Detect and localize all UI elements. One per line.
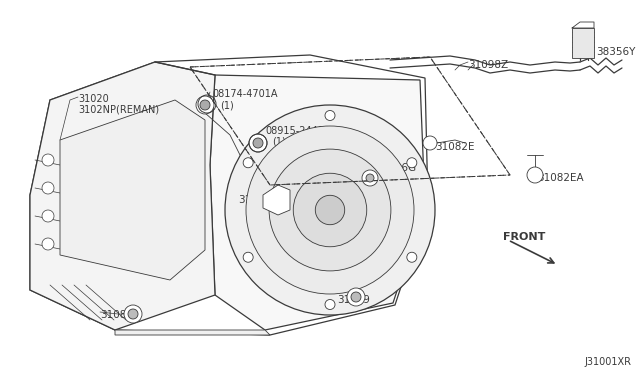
Circle shape — [42, 238, 54, 250]
Text: (1): (1) — [220, 100, 234, 110]
Text: 08915-2441A: 08915-2441A — [265, 126, 330, 136]
Text: J31001XR: J31001XR — [584, 357, 631, 367]
Text: 31009: 31009 — [337, 295, 370, 305]
Circle shape — [243, 158, 253, 168]
Circle shape — [243, 252, 253, 262]
Circle shape — [293, 173, 367, 247]
Circle shape — [42, 210, 54, 222]
Circle shape — [200, 100, 210, 110]
Text: (1): (1) — [272, 137, 285, 147]
Circle shape — [253, 138, 263, 148]
FancyBboxPatch shape — [572, 28, 594, 58]
Text: 31020: 31020 — [78, 94, 109, 104]
Circle shape — [325, 299, 335, 310]
Circle shape — [362, 170, 378, 186]
Polygon shape — [30, 55, 428, 335]
Circle shape — [196, 96, 214, 114]
Text: 31098Z: 31098Z — [468, 60, 508, 70]
Circle shape — [128, 309, 138, 319]
Circle shape — [366, 174, 374, 182]
Text: 31086G: 31086G — [375, 163, 416, 173]
Polygon shape — [115, 330, 270, 335]
Circle shape — [249, 134, 267, 152]
Circle shape — [269, 149, 391, 271]
Circle shape — [347, 288, 365, 306]
Polygon shape — [210, 75, 425, 330]
Text: FRONT: FRONT — [503, 232, 545, 242]
Circle shape — [42, 182, 54, 194]
Polygon shape — [60, 100, 205, 280]
Text: 31069: 31069 — [238, 195, 271, 205]
Circle shape — [124, 305, 142, 323]
Circle shape — [325, 110, 335, 121]
Circle shape — [42, 154, 54, 166]
Text: 31080A: 31080A — [100, 310, 140, 320]
Circle shape — [316, 195, 345, 225]
Polygon shape — [263, 185, 290, 215]
Circle shape — [407, 252, 417, 262]
Polygon shape — [30, 62, 215, 330]
Circle shape — [246, 126, 414, 294]
Text: 3102NP(REMAN): 3102NP(REMAN) — [78, 105, 159, 115]
Text: 31082E: 31082E — [435, 142, 474, 152]
Text: 38356Y: 38356Y — [596, 47, 636, 57]
Circle shape — [407, 158, 417, 168]
Circle shape — [351, 292, 361, 302]
Circle shape — [225, 105, 435, 315]
Text: 08174-4701A: 08174-4701A — [212, 89, 278, 99]
Circle shape — [527, 167, 543, 183]
Circle shape — [423, 136, 437, 150]
Text: 31082EA: 31082EA — [537, 173, 584, 183]
